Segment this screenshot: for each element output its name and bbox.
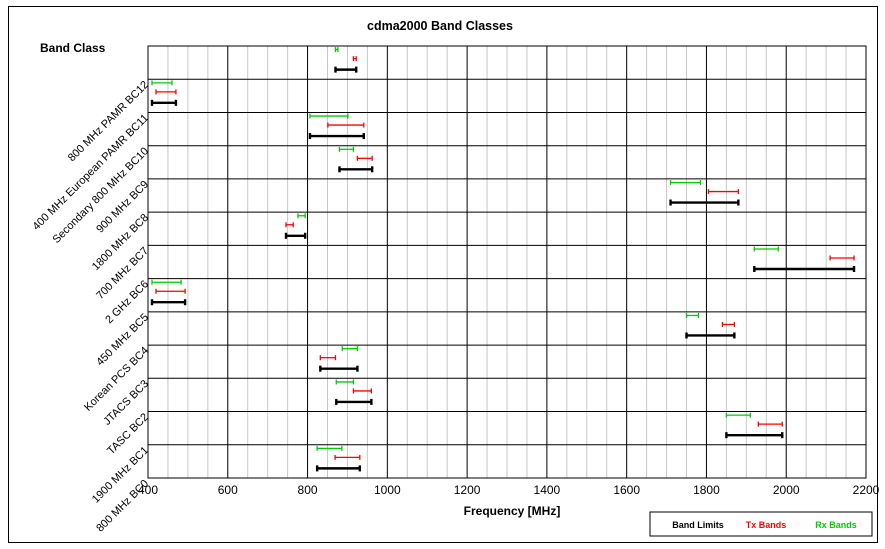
band-limits-range	[284, 232, 307, 239]
band-limits-range	[315, 465, 362, 472]
rx-band-range	[334, 47, 339, 53]
x-tick-label: 1200	[454, 483, 481, 497]
plot-border	[147, 45, 867, 479]
rx-band-range	[685, 312, 700, 318]
x-tick-label: 1000	[374, 483, 401, 497]
x-tick-label: 1400	[534, 483, 561, 497]
tx-band-range	[757, 421, 783, 427]
tx-band-range	[327, 122, 365, 128]
x-tick-labels: 400 600 800 1000 1200 1400 1600 1800 2000 2200	[138, 483, 880, 497]
tx-band-range	[155, 288, 186, 294]
band-limits-range	[335, 398, 373, 405]
rx-band-range	[309, 113, 349, 119]
x-tick-label: 800	[298, 483, 318, 497]
tx-band-range	[155, 89, 177, 95]
band-limits-range	[308, 133, 365, 140]
rx-band-range	[725, 412, 751, 418]
x-tick-label: 2200	[853, 483, 880, 497]
tx-band-range	[334, 454, 361, 460]
rx-band-range	[341, 346, 359, 352]
chart-frame	[8, 6, 878, 543]
tx-band-range	[829, 255, 855, 261]
x-axis-title: Frequency [MHz]	[464, 504, 561, 518]
x-tick-label: 600	[218, 483, 238, 497]
x-tick-label: 400	[138, 483, 158, 497]
gridlines	[147, 45, 867, 479]
band-limits-range	[150, 99, 178, 106]
rx-band-range	[669, 180, 702, 186]
rx-band-range	[316, 445, 343, 451]
band-limits-range	[669, 199, 740, 206]
band-limits-range	[319, 365, 359, 372]
band-limits-range	[725, 432, 784, 439]
band-limits-range	[685, 332, 736, 339]
legend-entry: Band Limits	[672, 520, 724, 530]
x-tick-label: 2000	[773, 483, 800, 497]
rx-band-range	[338, 146, 355, 152]
tx-band-range	[707, 189, 740, 195]
legend: Band Limits Tx Bands Rx Bands	[649, 511, 873, 537]
x-tick-label: 1600	[613, 483, 640, 497]
band-limits-range	[150, 299, 187, 306]
band-limits-range	[338, 166, 374, 173]
legend-entry: Rx Bands	[815, 520, 857, 530]
x-tick-label: 1800	[693, 483, 720, 497]
band-ranges	[150, 47, 856, 472]
tx-band-range	[319, 355, 337, 361]
band-limits-range	[753, 266, 856, 272]
rx-band-range	[753, 246, 779, 252]
rx-band-range	[151, 80, 173, 86]
chart-title: cdma2000 Band Classes	[367, 19, 513, 33]
legend-entry: Tx Bands	[746, 520, 787, 530]
legend-box	[649, 511, 873, 537]
tx-band-range	[352, 56, 357, 62]
tx-band-range	[356, 155, 373, 161]
band-limits-range	[334, 66, 358, 73]
rx-band-range	[335, 379, 355, 385]
y-axis-title: Band Class	[40, 41, 106, 55]
tx-band-range	[352, 388, 373, 394]
rx-band-range	[297, 213, 306, 219]
tx-band-range	[285, 222, 294, 228]
tx-band-range	[721, 321, 736, 327]
rx-band-range	[151, 279, 182, 285]
